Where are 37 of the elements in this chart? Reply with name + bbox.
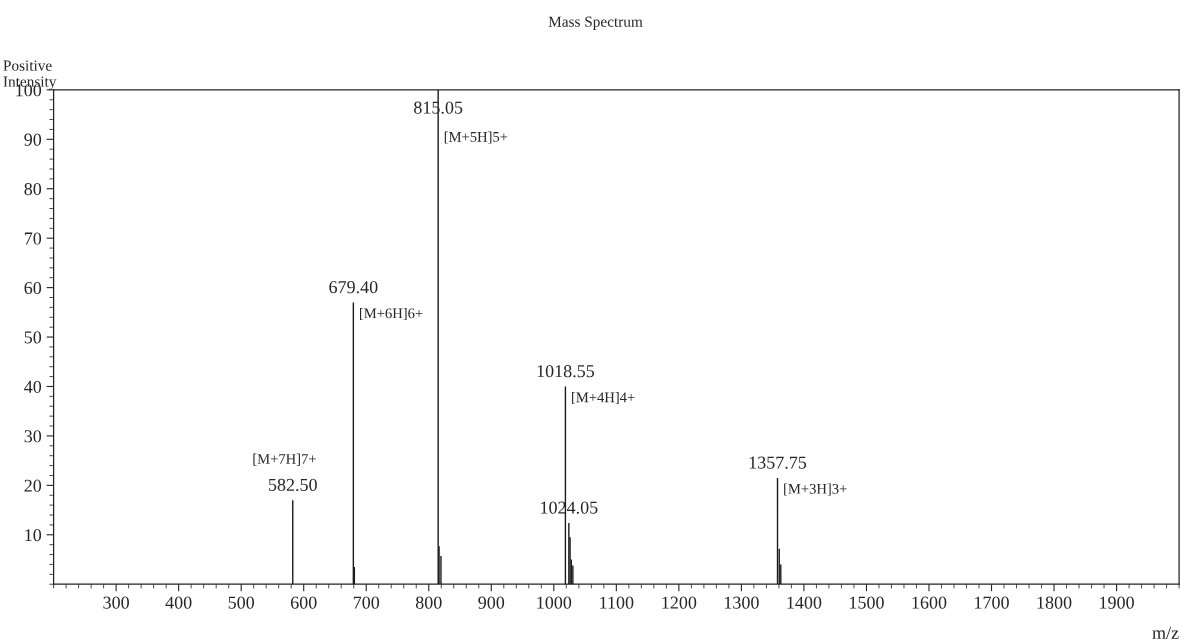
y-tick-label: 40 [24, 380, 42, 393]
chart-title: Mass Spectrum [548, 16, 643, 30]
x-tick-label: 1400 [787, 596, 822, 609]
y-tick-label: 50 [24, 331, 42, 344]
x-tick-label: 1700 [975, 596, 1009, 609]
y-tick-label: 80 [24, 183, 42, 196]
annotation: 1018.55 [537, 365, 595, 378]
x-tick-label: 800 [415, 596, 442, 609]
y-tick-label: 70 [24, 232, 42, 245]
x-tick-label: 500 [228, 596, 255, 609]
x-tick-label: 600 [290, 596, 317, 609]
annotation: 1357.75 [749, 456, 807, 469]
y-tick-label: 10 [25, 529, 42, 542]
x-tick-label: 1500 [849, 596, 884, 609]
x-tick-label: 1900 [1100, 596, 1134, 609]
annotation: [M+6H]6+ [359, 308, 423, 321]
x-axis-title: m/z [1152, 626, 1179, 639]
x-tick-label: 1600 [912, 596, 947, 609]
y-tick-label: 90 [24, 133, 42, 146]
x-tick-label: 400 [165, 596, 192, 609]
annotation: 582.50 [268, 478, 317, 492]
annotation: [M+5H]5+ [444, 131, 508, 144]
y-tick-label: 20 [24, 479, 42, 492]
annotation: 679.40 [329, 281, 378, 294]
y-tick-label: 60 [24, 281, 42, 295]
x-tick-label: 1800 [1037, 596, 1072, 609]
x-tick-label: 1200 [662, 596, 697, 609]
y-tick-label: 30 [24, 430, 42, 443]
x-tick-label: 900 [478, 596, 505, 609]
annotation: [M+4H]4+ [572, 392, 635, 405]
x-tick-label: 300 [103, 596, 129, 609]
annotation: [M+3H]3+ [784, 483, 847, 496]
x-tick-label: 1000 [537, 596, 572, 609]
x-tick-label: 1100 [600, 596, 634, 609]
x-tick-label: 1300 [724, 596, 759, 609]
annotation: [M+7H]7+ [253, 453, 316, 466]
x-tick-label: 700 [353, 596, 380, 609]
